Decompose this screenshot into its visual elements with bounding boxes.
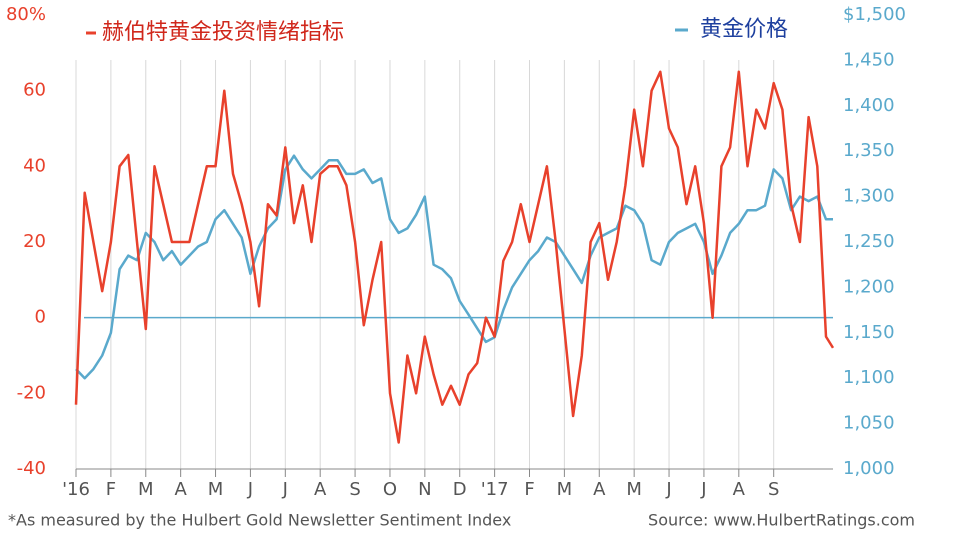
legend-label: 赫伯特黄金投资情绪指标 bbox=[102, 20, 344, 45]
x-tick-label: N bbox=[418, 479, 431, 500]
x-tick-label: A bbox=[174, 479, 187, 500]
y2-tick-label: 1,000 bbox=[843, 458, 895, 479]
x-tick-label: J bbox=[282, 479, 288, 500]
x-tick-label: J bbox=[665, 479, 671, 500]
x-tick-label: S bbox=[768, 479, 779, 500]
source: Source: www.HulbertRatings.com bbox=[648, 511, 915, 530]
x-tick-label: '16 bbox=[62, 479, 90, 500]
x-tick-label: A bbox=[314, 479, 327, 500]
y2-tick-label: 1,250 bbox=[843, 231, 895, 252]
x-tick-label: J bbox=[700, 479, 706, 500]
x-tick-label: S bbox=[349, 479, 360, 500]
series-line bbox=[74, 70, 835, 444]
x-tick-label: F bbox=[106, 479, 116, 500]
x-tick-label: A bbox=[733, 479, 746, 500]
x-tick-label: M bbox=[208, 479, 224, 500]
x-tick-label: J bbox=[247, 479, 253, 500]
y2-tick-label: $1,500 bbox=[843, 4, 906, 25]
y2-tick-label: 1,350 bbox=[843, 140, 895, 161]
y-tick-label: 0 bbox=[35, 307, 46, 328]
y2-tick-label: 1,400 bbox=[843, 95, 895, 116]
footnote: *As measured by the Hulbert Gold Newslet… bbox=[8, 511, 511, 530]
y2-tick-label: 1,050 bbox=[843, 413, 895, 434]
y2-tick-label: 1,200 bbox=[843, 276, 895, 297]
x-tick-label: M bbox=[626, 479, 642, 500]
x-tick-label: O bbox=[383, 479, 397, 500]
y-tick-label: 80% bbox=[6, 4, 46, 25]
y-tick-label: -20 bbox=[17, 382, 46, 403]
x-tick-label: '17 bbox=[481, 479, 509, 500]
y-tick-label: 40 bbox=[23, 155, 46, 176]
y-tick-label: -40 bbox=[17, 458, 46, 479]
x-tick-label: A bbox=[593, 479, 606, 500]
x-tick-label: M bbox=[557, 479, 573, 500]
y2-tick-label: 1,300 bbox=[843, 186, 895, 207]
x-tick-label: D bbox=[453, 479, 467, 500]
y2-tick-label: 1,150 bbox=[843, 322, 895, 343]
y2-tick-label: 1,450 bbox=[843, 49, 895, 70]
x-tick-label: M bbox=[138, 479, 154, 500]
y2-tick-label: 1,100 bbox=[843, 367, 895, 388]
y-tick-label: 60 bbox=[23, 80, 46, 101]
y-tick-label: 20 bbox=[23, 231, 46, 252]
x-tick-label: F bbox=[524, 479, 534, 500]
legend-label: 黄金价格 bbox=[700, 17, 788, 42]
